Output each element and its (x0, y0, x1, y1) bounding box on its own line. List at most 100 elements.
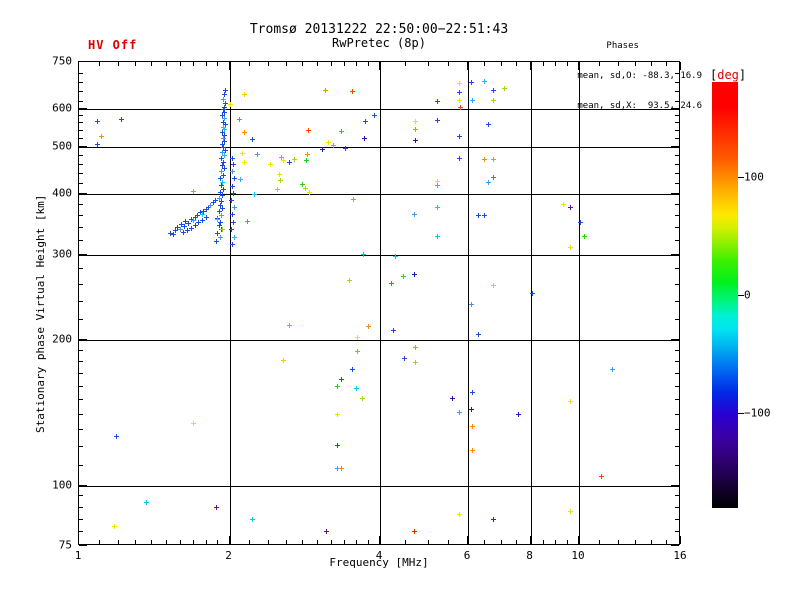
data-point (486, 179, 492, 185)
data-point (231, 204, 237, 210)
data-point (330, 143, 336, 149)
data-point (242, 92, 248, 98)
data-point (230, 162, 236, 168)
data-point (119, 117, 125, 123)
data-point (223, 100, 229, 106)
data-point (568, 398, 573, 404)
data-point (215, 230, 221, 236)
data-point (215, 216, 221, 222)
data-point (349, 367, 355, 373)
data-point (180, 230, 186, 236)
data-point (323, 87, 329, 93)
data-point (516, 411, 522, 417)
gridline-vertical (468, 62, 469, 544)
data-point (476, 213, 481, 219)
gridline-vertical (380, 62, 381, 544)
data-point (113, 434, 119, 439)
data-point (305, 128, 311, 134)
data-point (208, 202, 214, 208)
data-point (351, 196, 357, 202)
data-point (228, 197, 234, 203)
data-point (188, 216, 194, 222)
colorbar-tick-label: 0 (744, 288, 751, 302)
data-point (221, 136, 226, 142)
data-point (490, 88, 496, 94)
data-point (218, 169, 224, 175)
data-point (490, 157, 496, 163)
data-point (391, 327, 397, 333)
gridline-vertical (579, 62, 580, 544)
data-point (339, 129, 345, 135)
colorbar-unit-label: [deg] (710, 68, 747, 82)
data-point (200, 218, 205, 223)
data-point (223, 121, 229, 127)
data-point (354, 348, 360, 354)
data-point (218, 156, 224, 162)
data-point (222, 92, 228, 97)
gridline-horizontal (79, 254, 679, 256)
colorbar (712, 82, 738, 508)
gridline-vertical (229, 62, 231, 544)
data-point (222, 153, 228, 159)
data-point (221, 144, 226, 150)
data-point (219, 130, 225, 135)
data-point (365, 323, 371, 329)
data-point (252, 192, 258, 198)
data-point (219, 205, 225, 211)
data-point (219, 179, 225, 185)
data-point (217, 189, 223, 195)
data-point (469, 424, 475, 430)
data-point (393, 253, 399, 259)
data-point (335, 442, 341, 448)
data-point (346, 277, 352, 283)
data-point (275, 187, 280, 192)
data-point (486, 122, 492, 128)
data-point (335, 466, 341, 472)
data-point (456, 134, 462, 140)
data-point (238, 177, 244, 183)
data-point (469, 80, 474, 86)
data-point (402, 355, 408, 361)
data-point (490, 98, 496, 104)
data-point (582, 234, 588, 240)
data-point (335, 383, 341, 389)
data-point (250, 137, 256, 143)
data-point (529, 290, 535, 296)
data-point (304, 152, 310, 158)
data-point (214, 504, 220, 510)
data-point (219, 150, 225, 156)
phase-stats-o-mode: mean, sd,O: -88.3, 16.9 (577, 71, 702, 81)
data-point (245, 219, 251, 225)
data-point (221, 186, 226, 192)
data-point (94, 141, 100, 147)
gridline-horizontal (79, 147, 679, 149)
data-point (361, 136, 367, 142)
data-point (144, 500, 150, 506)
data-point (335, 411, 341, 417)
data-point (610, 367, 615, 373)
data-point (191, 188, 197, 194)
data-point (434, 178, 440, 184)
data-point (219, 113, 225, 119)
data-point (286, 159, 292, 165)
data-point (434, 99, 440, 105)
data-point (172, 227, 178, 233)
data-point (469, 98, 475, 104)
data-point (456, 98, 462, 104)
data-point (206, 204, 211, 210)
data-point (171, 232, 177, 238)
data-point (168, 230, 174, 236)
data-point (223, 147, 229, 153)
colorbar-tick-label: 100 (744, 170, 764, 184)
data-point (412, 126, 418, 132)
data-point (280, 357, 286, 363)
data-point (203, 215, 209, 220)
data-point (371, 113, 377, 118)
data-point (250, 516, 256, 522)
data-point (178, 226, 183, 232)
data-point (229, 183, 235, 189)
data-point (216, 223, 222, 229)
data-point (201, 208, 207, 214)
data-point (343, 146, 348, 152)
data-point (221, 159, 226, 165)
